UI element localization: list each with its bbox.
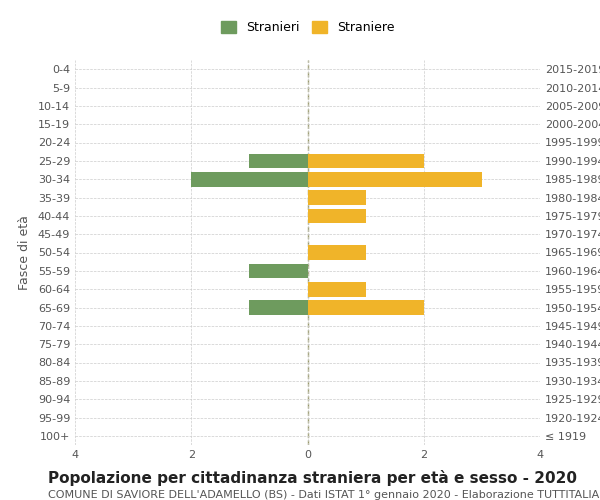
Bar — [191, 172, 308, 186]
Bar — [308, 154, 424, 168]
Legend: Stranieri, Straniere: Stranieri, Straniere — [216, 16, 399, 39]
Bar — [250, 264, 308, 278]
Bar — [250, 154, 308, 168]
Bar — [308, 208, 365, 223]
Bar — [308, 300, 424, 315]
Bar — [308, 190, 365, 205]
Y-axis label: Fasce di età: Fasce di età — [18, 215, 31, 290]
Text: Popolazione per cittadinanza straniera per età e sesso - 2020: Popolazione per cittadinanza straniera p… — [48, 470, 577, 486]
Bar — [308, 282, 365, 296]
Bar — [250, 300, 308, 315]
Bar — [308, 245, 365, 260]
Text: COMUNE DI SAVIORE DELL'ADAMELLO (BS) - Dati ISTAT 1° gennaio 2020 - Elaborazione: COMUNE DI SAVIORE DELL'ADAMELLO (BS) - D… — [48, 490, 600, 500]
Bar — [308, 172, 482, 186]
